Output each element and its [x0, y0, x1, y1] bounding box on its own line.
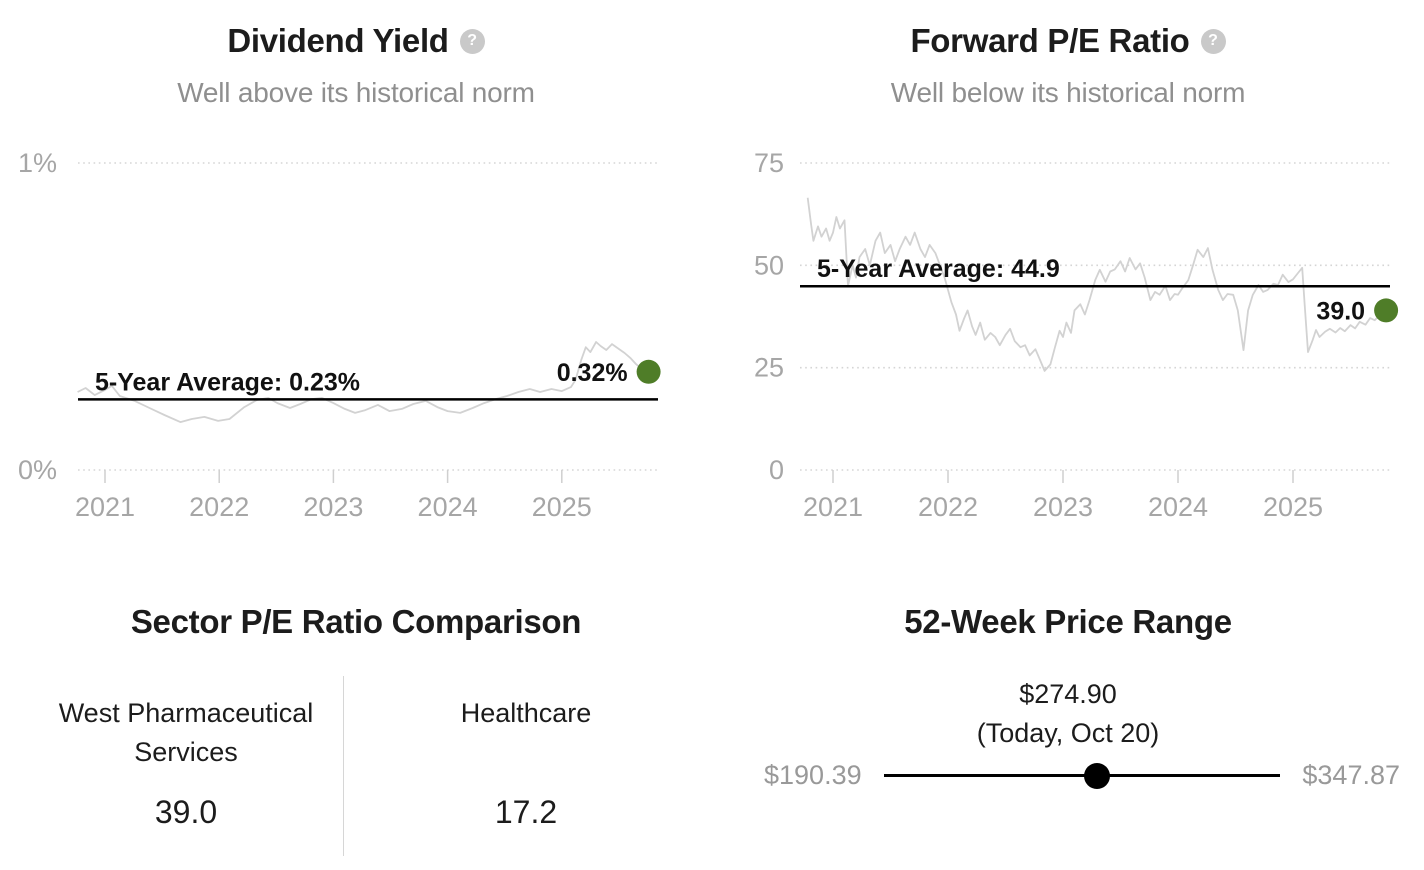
y-axis-label: 1%	[18, 148, 57, 178]
sector-comparison-columns: West Pharmaceutical Services 39.0 Health…	[16, 660, 696, 830]
sector-comparison-title: Sector P/E Ratio Comparison	[130, 603, 582, 640]
low-price-label: $190.39	[764, 760, 862, 790]
forward-pe-subtitle: Well below its historical norm	[890, 77, 1246, 108]
x-axis-label: 2023	[303, 492, 363, 522]
x-axis-label: 2025	[532, 492, 592, 522]
x-axis-label: 2021	[75, 492, 135, 522]
current-value-dot	[1374, 298, 1399, 323]
average-label: 5-Year Average: 44.9	[817, 255, 1060, 283]
sector-name: Healthcare	[460, 698, 592, 728]
company-name: West Pharmaceutical Services	[58, 698, 314, 767]
current-price: $274.90	[1019, 679, 1117, 709]
price-range-dot	[1083, 762, 1110, 789]
y-axis-label: 0%	[18, 455, 57, 485]
x-axis-label: 2022	[189, 492, 249, 522]
y-axis-label: 75	[754, 148, 784, 178]
current-value-dot	[636, 359, 661, 384]
x-axis-label: 2024	[418, 492, 478, 522]
sector-pe-comparison-panel: Sector P/E Ratio Comparison West Pharmac…	[0, 560, 712, 870]
forward-pe-header: Forward P/E Ratio ? Well below its histo…	[712, 20, 1424, 112]
column-divider	[343, 676, 344, 856]
help-icon[interactable]: ?	[1200, 28, 1226, 54]
price-range-track	[883, 760, 1281, 791]
forward-pe-title: Forward P/E Ratio	[910, 22, 1190, 59]
price-range-line	[883, 774, 1281, 777]
y-axis-label: 25	[754, 353, 784, 383]
dividend-yield-header: Dividend Yield ? Well above its historic…	[0, 20, 712, 112]
x-axis-label: 2024	[1148, 492, 1208, 522]
forward-pe-chart: 75 50 25 0 2021 2022 2023 2024 2025 5-Year Averag…	[754, 148, 1399, 522]
sector-pe-value: 17.2	[494, 794, 558, 830]
current-value-label: 39.0	[1316, 297, 1365, 325]
price-range-title: 52-Week Price Range	[904, 603, 1232, 640]
company-pe-column: West Pharmaceutical Services 39.0	[16, 660, 356, 830]
dividend-yield-subtitle: Well above its historical norm	[177, 77, 535, 108]
price-range-slider: $190.39 $347.87	[764, 760, 1400, 791]
sector-pe-column: Healthcare 17.2	[356, 660, 696, 830]
x-axis-label: 2021	[803, 492, 863, 522]
x-axis-label: 2023	[1033, 492, 1093, 522]
current-value-label: 0.32%	[557, 359, 628, 387]
current-price-date: (Today, Oct 20)	[976, 718, 1160, 748]
dividend-yield-panel: Dividend Yield ? Well above its historic…	[0, 0, 712, 560]
help-icon[interactable]: ?	[459, 28, 485, 54]
y-axis-label: 0	[769, 455, 784, 485]
dividend-yield-chart: 1% 0% 2021 2022 2023 2024 2025 5-Year Average: …	[18, 148, 661, 522]
x-axis-label: 2025	[1263, 492, 1323, 522]
high-price-label: $347.87	[1302, 760, 1400, 790]
y-axis-label: 50	[754, 250, 784, 280]
dividend-yield-title: Dividend Yield	[227, 22, 449, 59]
average-label: 5-Year Average: 0.23%	[95, 368, 360, 396]
series-line	[806, 197, 1387, 372]
x-axis-label: 2022	[918, 492, 978, 522]
company-pe-value: 39.0	[154, 794, 218, 830]
forward-pe-panel: Forward P/E Ratio ? Well below its histo…	[712, 0, 1424, 560]
price-range-panel: 52-Week Price Range $274.90 (Today, Oct …	[712, 560, 1424, 870]
series-line	[77, 341, 649, 424]
